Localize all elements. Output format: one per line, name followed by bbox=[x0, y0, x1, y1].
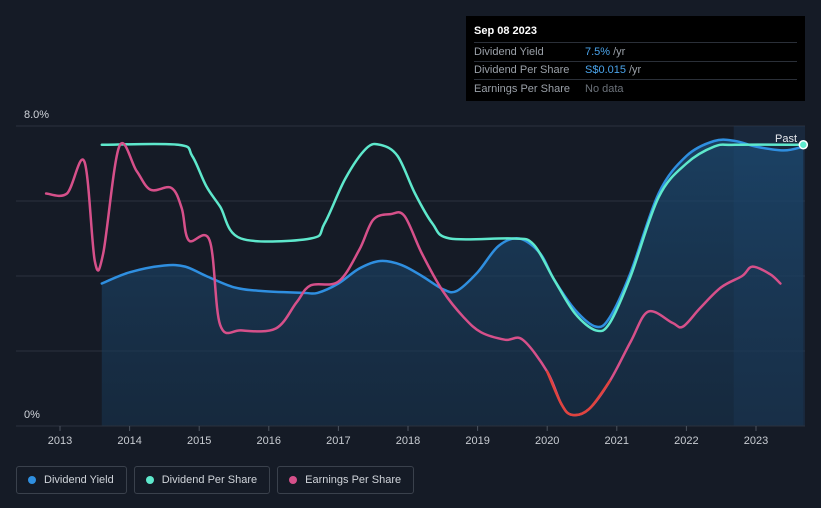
series-lines bbox=[44, 138, 805, 417]
legend-dot-icon bbox=[145, 476, 154, 484]
y-axis-max-label: 8.0% bbox=[24, 109, 49, 121]
x-tick-label: 2014 bbox=[117, 435, 141, 447]
x-tick-label: 2019 bbox=[465, 435, 489, 447]
y-axis-min-label: 0% bbox=[24, 409, 40, 421]
x-tick-label: 2017 bbox=[326, 435, 350, 447]
tooltip-value: 7.5% bbox=[585, 45, 611, 58]
past-label: Past bbox=[775, 133, 797, 145]
x-tick-label: 2022 bbox=[674, 435, 698, 447]
x-tick-label: 2020 bbox=[535, 435, 559, 447]
legend-dot-icon bbox=[28, 476, 36, 484]
dividend-per-share-line bbox=[100, 142, 805, 333]
legend-dot-icon bbox=[289, 476, 298, 484]
tooltip-row-earnings-per-share: Earnings Per Share No data bbox=[474, 79, 797, 98]
legend-item-dividend-per-share[interactable]: Dividend Per Share bbox=[133, 466, 271, 494]
dividend-yield-line bbox=[100, 138, 805, 329]
current-value-marker bbox=[798, 140, 809, 150]
earnings-per-share-negative-segment bbox=[545, 370, 612, 417]
x-tick-label: 2016 bbox=[257, 435, 281, 447]
legend-item-dividend-yield[interactable]: Dividend Yield bbox=[16, 466, 127, 494]
tooltip-row-dividend-per-share: Dividend Per Share S$0.015 /yr bbox=[474, 60, 797, 80]
x-tick-label: 2013 bbox=[48, 435, 72, 447]
tooltip-value: S$0.015 bbox=[585, 64, 626, 77]
x-tick-label: 2023 bbox=[744, 435, 768, 447]
x-tick-label: 2015 bbox=[187, 435, 211, 447]
tooltip-unit: /yr bbox=[628, 64, 642, 77]
tooltip-unit: /yr bbox=[613, 45, 626, 58]
legend-label: Dividend Yield bbox=[44, 474, 114, 486]
x-tick-label: 2018 bbox=[396, 435, 420, 447]
tooltip-label: Earnings Per Share bbox=[474, 82, 570, 95]
dividend-yield-area bbox=[101, 139, 804, 426]
x-tick-label: 2021 bbox=[605, 435, 629, 447]
x-axis-ticks: 2013 2014 2015 2016 2017 2018 2019 2020 2021 2022… bbox=[16, 425, 805, 447]
tooltip: Sep 08 2023 Dividend Yield 7.5% /yr Divi… bbox=[466, 16, 805, 101]
tooltip-value: No data bbox=[585, 82, 624, 95]
legend-label: Dividend Per Share bbox=[161, 474, 258, 486]
legend: Dividend Yield Dividend Per Share Earnin… bbox=[16, 466, 415, 494]
earnings-per-share-line bbox=[44, 142, 782, 417]
tooltip-label: Dividend Yield bbox=[474, 45, 544, 58]
tooltip-date: Sep 08 2023 bbox=[474, 25, 537, 37]
tooltip-label: Dividend Per Share bbox=[474, 64, 570, 77]
tooltip-row-dividend-yield: Dividend Yield 7.5% /yr bbox=[474, 42, 797, 61]
legend-item-earnings-per-share[interactable]: Earnings Per Share bbox=[277, 466, 415, 494]
legend-label: Earnings Per Share bbox=[305, 474, 402, 486]
